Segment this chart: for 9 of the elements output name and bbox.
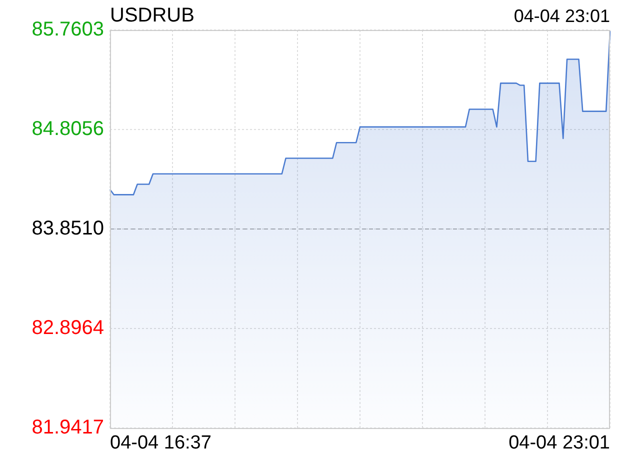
y-tick-label: 84.8056 (32, 118, 104, 140)
y-tick-label: 82.8964 (32, 317, 104, 340)
chart-title: USDRUB (110, 4, 194, 27)
text: 04-04 23:01 (514, 6, 610, 26)
y-tick-label: 83.8510 (32, 218, 104, 240)
y-tick-label: 81.9417 (32, 416, 104, 439)
text: 04-04 16:37 (110, 432, 212, 454)
text: 04-04 23:01 (508, 432, 610, 454)
y-tick-label: 85.7603 (32, 18, 104, 41)
